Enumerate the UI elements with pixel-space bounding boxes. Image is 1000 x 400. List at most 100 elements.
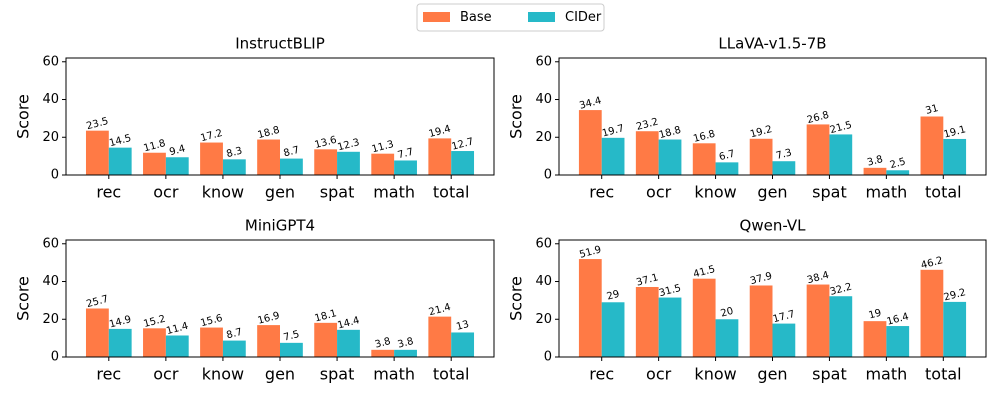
bar: [635, 286, 659, 357]
data-label: 2.5: [889, 156, 907, 171]
data-label: 16.8: [692, 129, 716, 145]
x-tick-label: total: [925, 365, 962, 384]
bar: [108, 147, 132, 175]
y-tick-label: 20: [535, 130, 552, 145]
x-tick-label: spat: [320, 365, 355, 384]
x-tick-label: spat: [812, 365, 847, 384]
data-label: 19.7: [601, 123, 625, 139]
bar: [920, 116, 944, 175]
data-label: 31.5: [658, 283, 682, 299]
x-tick-label: gen: [757, 365, 787, 384]
x-tick-label: ocr: [153, 365, 179, 384]
x-tick-label: total: [433, 183, 470, 202]
data-label: 8.7: [282, 145, 300, 160]
data-label: 14.4: [336, 315, 360, 331]
data-label: 17.2: [199, 128, 223, 144]
x-tick-label: rec: [589, 365, 614, 384]
bar: [143, 152, 166, 175]
axes-frame: [558, 239, 987, 358]
data-label: 29.2: [943, 287, 967, 303]
legend-label: CIDer: [565, 10, 602, 25]
bar: [943, 138, 967, 175]
x-tick-label: ocr: [646, 365, 672, 384]
subplot-title: InstructBLIP: [235, 35, 325, 53]
axes-frame: [558, 57, 987, 176]
x-tick-label: math: [373, 183, 415, 202]
data-label: 7.7: [397, 147, 415, 162]
data-label: 34.4: [578, 95, 602, 111]
y-tick-label: 0: [51, 350, 59, 365]
bar: [371, 349, 395, 357]
data-label: 3.8: [397, 336, 415, 351]
y-tick-label: 40: [42, 274, 59, 289]
bar: [428, 138, 452, 175]
y-tick-label: 40: [535, 274, 552, 289]
bar: [394, 160, 417, 175]
x-tick-label: know: [694, 365, 736, 384]
axes-frame: [65, 239, 495, 358]
y-tick-label: 0: [544, 350, 552, 365]
data-label: 46.2: [920, 255, 944, 271]
data-label: 20: [720, 306, 735, 320]
bar: [200, 327, 223, 357]
bar: [715, 162, 739, 175]
data-label: 19.4: [428, 124, 452, 140]
y-tick-label: 20: [42, 312, 59, 327]
y-axis-label: Score: [14, 94, 33, 139]
x-tick-label: spat: [812, 183, 847, 202]
x-tick-label: math: [865, 365, 907, 384]
subplot-title: LLaVA-v1.5-7B: [718, 35, 826, 53]
bar: [692, 278, 716, 357]
y-tick-label: 20: [42, 130, 59, 145]
data-label: 14.5: [108, 133, 132, 149]
y-tick-label: 60: [535, 236, 552, 251]
bar: [658, 297, 682, 357]
y-tick-label: 40: [42, 92, 59, 107]
data-label: 32.2: [829, 282, 853, 298]
bar: [829, 134, 853, 175]
data-label: 13.6: [314, 135, 338, 151]
bar: [85, 308, 109, 357]
x-tick-label: know: [694, 183, 736, 202]
data-label: 15.2: [142, 314, 166, 330]
x-tick-label: rec: [96, 365, 121, 384]
data-label: 8.3: [225, 145, 243, 160]
y-axis-label: Score: [507, 276, 526, 321]
x-tick-label: gen: [757, 183, 787, 202]
bar: [601, 302, 625, 357]
bar: [314, 322, 338, 357]
legend-swatch: [528, 12, 555, 22]
data-label: 38.4: [806, 270, 830, 286]
x-tick-label: know: [202, 365, 244, 384]
x-tick-label: total: [433, 365, 470, 384]
bar: [863, 167, 887, 175]
data-label: 41.5: [692, 264, 716, 280]
data-label: 37.1: [635, 272, 659, 288]
x-tick-label: math: [373, 365, 415, 384]
bar: [257, 325, 280, 357]
data-label: 21.5: [829, 120, 853, 136]
bar: [337, 329, 360, 357]
data-label: 8.7: [225, 327, 243, 342]
data-label: 11.4: [165, 321, 189, 337]
bar: [451, 332, 475, 357]
data-label: 6.7: [718, 148, 736, 163]
bar: [143, 328, 166, 357]
x-tick-label: ocr: [646, 183, 672, 202]
data-label: 19: [868, 308, 883, 322]
y-tick-label: 0: [544, 168, 552, 183]
subplot-title: MiniGPT4: [245, 217, 315, 235]
bar: [165, 157, 189, 175]
data-label: 7.3: [775, 147, 793, 162]
bar: [749, 285, 773, 357]
bar: [635, 131, 659, 175]
bar: [578, 110, 602, 175]
x-tick-label: total: [925, 183, 962, 202]
x-tick-label: ocr: [153, 183, 179, 202]
bar: [601, 137, 625, 175]
bar: [772, 161, 796, 175]
x-tick-label: rec: [589, 183, 614, 202]
data-label: 31: [924, 103, 939, 117]
bar: [451, 151, 475, 175]
